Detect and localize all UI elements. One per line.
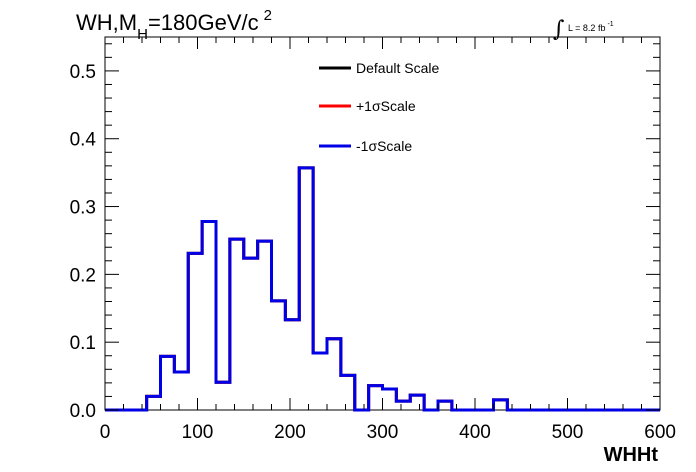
x-tick-label: 500: [552, 422, 584, 443]
luminosity-text: L = 8.2 fb: [568, 23, 605, 33]
x-tick-label: 0: [100, 422, 111, 443]
y-axis: 0.0 0.1 0.2 0.3 0.4 0.5: [70, 43, 660, 422]
title-superscript: 2: [264, 7, 272, 24]
luminosity-label: L = 8.2 fb -1: [568, 21, 614, 33]
y-tick-label: 0.5: [70, 62, 96, 83]
chart-title: WH,MH=180GeV/c 2: [76, 7, 272, 43]
legend-label: Default Scale: [356, 60, 439, 76]
x-tick-label: 100: [182, 422, 214, 443]
title-prefix: WH,M: [76, 10, 137, 35]
x-tick-label: 200: [274, 422, 306, 443]
x-tick-label: 600: [644, 422, 676, 443]
legend: Default Scale +1σScale -1σScale: [319, 60, 439, 154]
x-tick-label: 300: [367, 422, 399, 443]
title-subscript: H: [137, 26, 148, 43]
series-lines: [105, 166, 660, 412]
legend-label: -1σScale: [356, 138, 412, 154]
y-tick-label: 0.3: [70, 198, 96, 219]
x-axis-label: WHHt: [604, 444, 659, 466]
y-tick-label: 0.4: [70, 130, 97, 151]
y-tick-label: 0.2: [70, 265, 96, 286]
y-tick-label: 0.1: [70, 333, 96, 354]
y-tick-label: 0.0: [70, 401, 96, 422]
legend-label: +1σScale: [356, 98, 416, 114]
luminosity-integral: ∫: [553, 17, 565, 42]
x-axis: 0 100 200 300 400 500 600: [100, 37, 676, 443]
title-main: =180GeV/c: [148, 10, 259, 35]
x-tick-label: 400: [459, 422, 491, 443]
series-line: [105, 166, 660, 412]
luminosity-superscript: -1: [607, 21, 613, 28]
